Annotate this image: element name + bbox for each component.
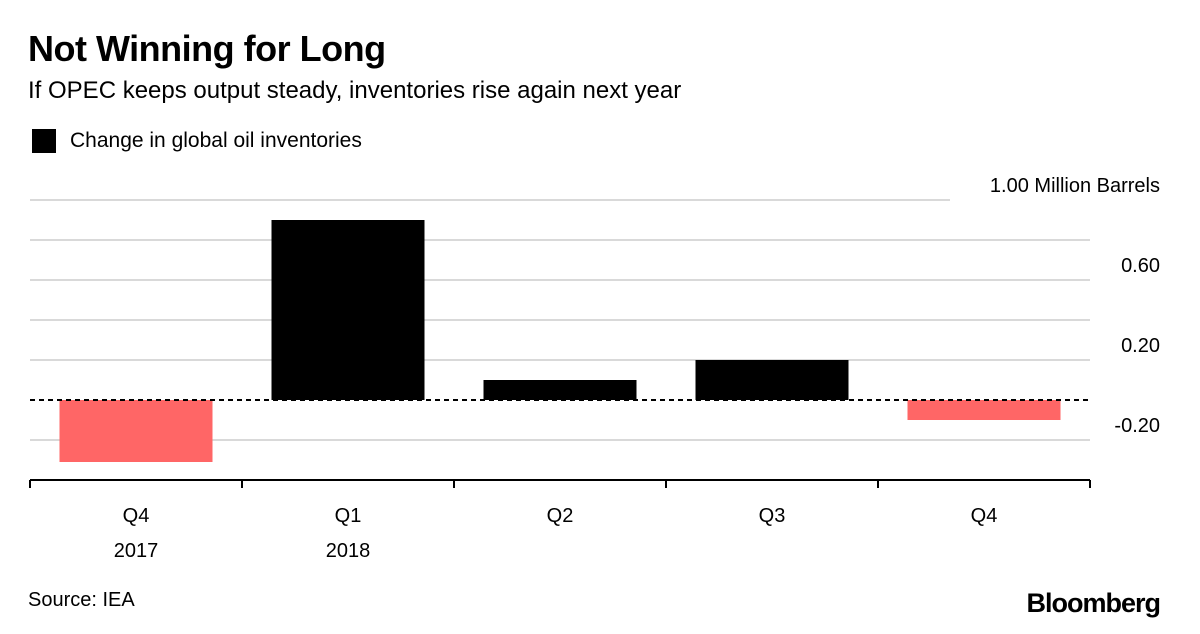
bar — [907, 400, 1061, 420]
bar-layer — [59, 220, 1061, 462]
y-tick-label: 0.60 — [1121, 255, 1160, 277]
bar — [59, 400, 213, 462]
y-tick-label: -0.20 — [1114, 415, 1160, 437]
grid-layer — [30, 199, 1090, 441]
chart-title: Not Winning for Long — [28, 28, 386, 69]
chart-subtitle: If OPEC keeps output steady, inventories… — [28, 77, 682, 104]
legend-label: Change in global oil inventories — [70, 129, 362, 152]
bar — [271, 220, 425, 400]
x-year-label: 2017 — [114, 540, 159, 562]
x-category-label: Q4 — [123, 505, 150, 527]
legend: Change in global oil inventories — [32, 127, 362, 155]
label-layer: -0.20 0.20 0.60 1.00 Million Barrels Q4 2017 Q… — [114, 175, 1160, 562]
source-note: Source: IEA — [28, 589, 135, 611]
y-tick-label: 1.00 Million Barrels — [990, 175, 1160, 197]
x-category-label: Q4 — [971, 505, 998, 527]
x-category-label: Q2 — [547, 505, 574, 527]
legend-swatch — [32, 129, 56, 153]
bar — [695, 360, 849, 400]
bar — [483, 380, 637, 400]
y-tick-label: 0.20 — [1121, 335, 1160, 357]
x-year-label: 2018 — [326, 540, 371, 562]
x-category-label: Q3 — [759, 505, 786, 527]
brand-logo: Bloomberg — [1026, 588, 1161, 618]
x-category-label: Q1 — [335, 505, 362, 527]
axis-layer — [29, 399, 1091, 488]
